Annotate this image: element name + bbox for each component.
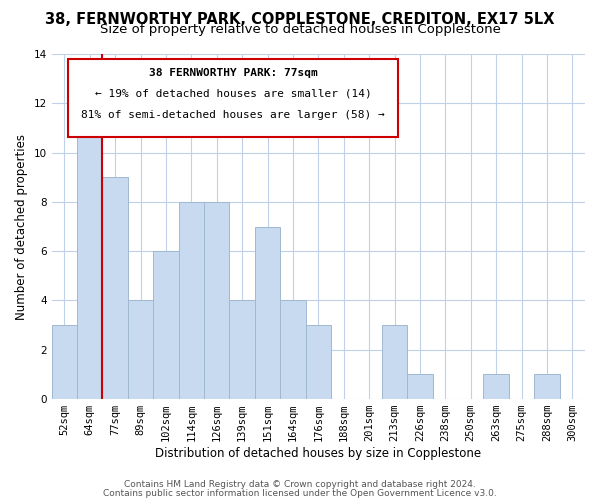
X-axis label: Distribution of detached houses by size in Copplestone: Distribution of detached houses by size …	[155, 447, 481, 460]
Bar	[103, 177, 128, 399]
Bar	[382, 325, 407, 399]
Text: Contains public sector information licensed under the Open Government Licence v3: Contains public sector information licen…	[103, 488, 497, 498]
Text: 38, FERNWORTHY PARK, COPPLESTONE, CREDITON, EX17 5LX: 38, FERNWORTHY PARK, COPPLESTONE, CREDIT…	[45, 12, 555, 28]
Bar	[255, 226, 280, 399]
Bar	[128, 300, 153, 399]
Bar	[229, 300, 255, 399]
Bar	[204, 202, 229, 399]
Bar	[534, 374, 560, 399]
Text: 81% of semi-detached houses are larger (58) →: 81% of semi-detached houses are larger (…	[81, 110, 385, 120]
Text: Contains HM Land Registry data © Crown copyright and database right 2024.: Contains HM Land Registry data © Crown c…	[124, 480, 476, 489]
FancyBboxPatch shape	[68, 59, 398, 137]
Bar	[77, 104, 103, 399]
Bar	[153, 251, 179, 399]
Bar	[280, 300, 305, 399]
Text: Size of property relative to detached houses in Copplestone: Size of property relative to detached ho…	[100, 22, 500, 36]
Bar	[52, 325, 77, 399]
Bar	[305, 325, 331, 399]
Bar	[179, 202, 204, 399]
Text: ← 19% of detached houses are smaller (14): ← 19% of detached houses are smaller (14…	[95, 88, 371, 99]
Text: 38 FERNWORTHY PARK: 77sqm: 38 FERNWORTHY PARK: 77sqm	[149, 68, 317, 78]
Bar	[407, 374, 433, 399]
Bar	[484, 374, 509, 399]
Y-axis label: Number of detached properties: Number of detached properties	[15, 134, 28, 320]
